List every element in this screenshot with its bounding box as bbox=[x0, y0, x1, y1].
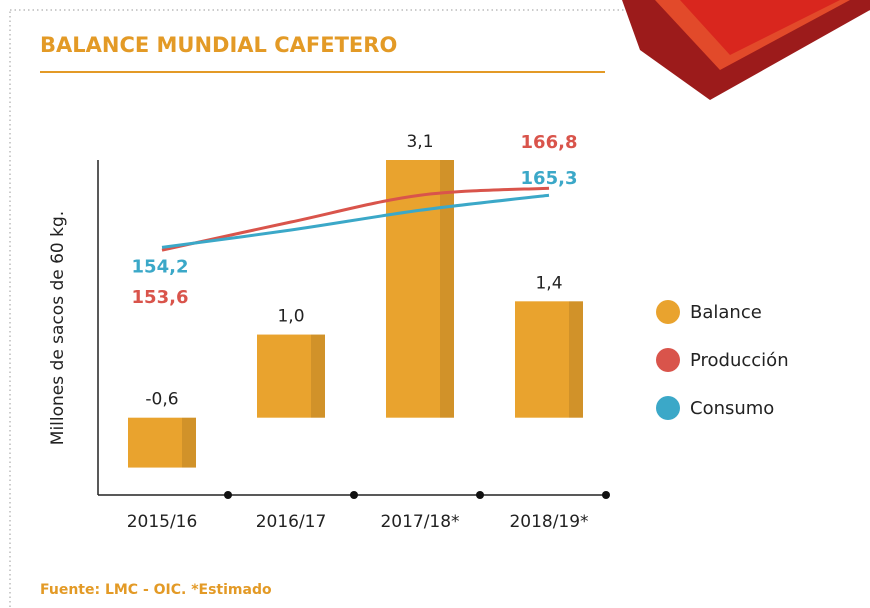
line-label: 166,8 bbox=[521, 132, 578, 153]
x-tick-label: 2017/18* bbox=[380, 512, 459, 532]
x-tick-label: 2015/16 bbox=[127, 512, 198, 532]
axis-dot bbox=[476, 491, 484, 499]
axis-dot bbox=[602, 491, 610, 499]
bar bbox=[257, 334, 325, 418]
axis-dot bbox=[224, 491, 232, 499]
bar bbox=[515, 301, 583, 418]
line-label: 154,2 bbox=[132, 256, 189, 277]
chart-title: BALANCE MUNDIAL CAFETERO bbox=[40, 33, 397, 57]
line-label: 165,3 bbox=[521, 168, 578, 189]
decoration bbox=[622, 0, 870, 100]
bar bbox=[386, 160, 454, 418]
legend-label: Producción bbox=[690, 350, 789, 371]
y-axis-label: Millones de sacos de 60 kg. bbox=[48, 211, 68, 445]
x-tick-label: 2016/17 bbox=[256, 512, 327, 532]
axis-dot bbox=[350, 491, 358, 499]
legend-label: Balance bbox=[690, 302, 762, 323]
legend-swatch bbox=[656, 348, 680, 372]
line bbox=[161, 186, 550, 252]
bar-label: 1,0 bbox=[277, 307, 304, 327]
legend-swatch bbox=[656, 300, 680, 324]
line bbox=[161, 193, 550, 249]
source: Fuente: LMC - OIC. *Estimado bbox=[40, 582, 272, 598]
x-tick-label: 2018/19* bbox=[509, 512, 588, 532]
bar-label: -0,6 bbox=[145, 390, 178, 410]
legend-label: Consumo bbox=[690, 398, 774, 419]
line-label: 153,6 bbox=[132, 287, 189, 308]
legend-swatch bbox=[656, 396, 680, 420]
bar-label: 1,4 bbox=[535, 273, 562, 293]
bar bbox=[128, 417, 196, 468]
bar-label: 3,1 bbox=[406, 132, 433, 152]
